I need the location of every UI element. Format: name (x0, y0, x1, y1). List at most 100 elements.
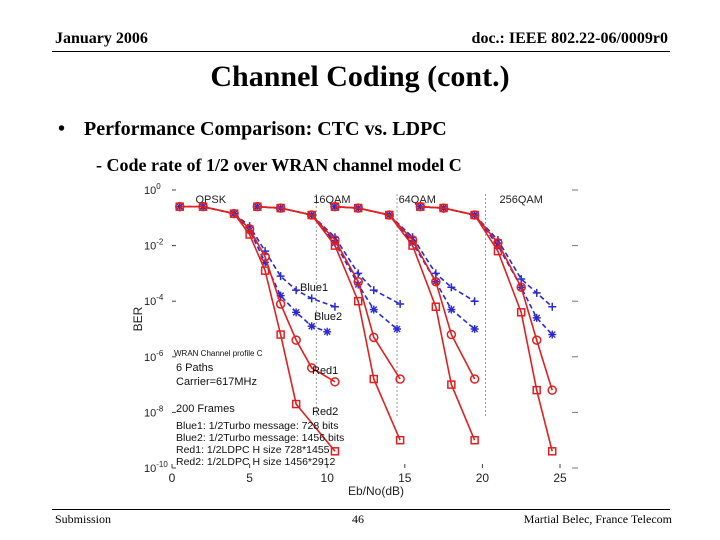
data-point-star (261, 258, 270, 267)
x-axis-label: Eb/No(dB) (348, 484, 404, 498)
data-point-square (431, 302, 441, 312)
data-point-circle (547, 385, 557, 395)
data-point-plus (330, 302, 339, 311)
data-point-circle (369, 332, 379, 343)
data-point-square (245, 230, 254, 239)
data-point-plus (470, 297, 479, 306)
header-rule (52, 51, 670, 52)
data-point-square (470, 210, 479, 220)
data-point-circle (353, 276, 363, 287)
data-point-square (547, 447, 557, 456)
data-point-star (307, 322, 316, 331)
data-point-square (330, 447, 340, 456)
bullet-item: • Performance Comparison: CTC vs. LDPC (58, 118, 447, 141)
data-point-plus (369, 286, 378, 295)
inset-title: WRAN Channel profile C (174, 349, 263, 358)
data-point-square (395, 435, 405, 445)
data-point-star (447, 305, 456, 314)
data-point-star (369, 305, 378, 314)
data-point-square (516, 308, 526, 317)
data-point-square (175, 202, 185, 211)
x-tick-label: 10 (321, 471, 335, 485)
data-point-plus (517, 274, 526, 283)
data-point-square (253, 202, 262, 211)
data-point-star (330, 202, 339, 211)
data-point-square (353, 296, 363, 306)
data-point-circle (306, 363, 317, 373)
x-tick-label: 15 (398, 471, 412, 485)
data-point-square (353, 203, 363, 213)
data-point-star (532, 313, 541, 322)
data-point-circle (516, 282, 526, 293)
data-point-square (330, 241, 340, 250)
data-point-square (291, 399, 301, 409)
data-point-plus (396, 299, 405, 308)
data-point-square (470, 435, 479, 445)
series-line-blue2 (420, 205, 553, 336)
data-point-circle (493, 238, 503, 248)
data-point-square (369, 374, 379, 384)
data-point-square (532, 385, 541, 395)
series-line-red2 (334, 205, 476, 441)
series-line-red2 (257, 205, 401, 441)
data-point-star (393, 325, 402, 333)
y-tick-label: 10-2 (144, 238, 164, 253)
legend-entry: Red1: 1/2LDPC H size 728*1455 (176, 444, 330, 456)
series-line-red1 (334, 205, 476, 380)
header-doc-id: doc.: IEEE 802.22-06/0009r0 (471, 30, 668, 47)
data-point-square (307, 210, 316, 220)
series-line-blue1 (257, 205, 401, 305)
data-point-circle (291, 335, 301, 345)
data-point-plus (292, 286, 301, 295)
footer-rule (52, 509, 670, 510)
data-point-square (385, 210, 394, 220)
data-point-square (276, 330, 285, 339)
data-point-star (470, 325, 479, 333)
curve-label: Red1 (312, 365, 338, 377)
curve-label: Blue1 (300, 282, 328, 294)
series-line-blue2 (334, 205, 476, 330)
bullet-text: Performance Comparison: CTC vs. LDPC (84, 118, 447, 140)
modulation-label: 256QAM (499, 194, 542, 206)
series-line-blue1 (420, 205, 553, 308)
slide-title: Channel Coding (cont.) (210, 60, 510, 93)
y-axis-label: BER (131, 306, 145, 331)
x-tick-label: 5 (246, 471, 253, 485)
footer-submission: Submission (55, 512, 112, 526)
modulation-label: 16QAM (313, 194, 350, 206)
data-point-star (292, 308, 301, 317)
data-point-circle (330, 377, 340, 387)
data-point-circle (531, 335, 542, 345)
footer-author: Martial Belec, France Telecom (523, 512, 672, 526)
data-point-square (408, 241, 417, 250)
y-tick-label: 10-10 (144, 460, 168, 475)
data-point-plus (354, 269, 363, 278)
data-point-star (548, 330, 557, 339)
data-point-star (253, 202, 262, 211)
data-point-plus (307, 294, 316, 303)
data-point-star (175, 202, 184, 211)
data-point-circle (275, 299, 286, 309)
series-line-red2 (179, 205, 336, 452)
data-point-plus (532, 288, 541, 297)
data-point-plus (447, 283, 456, 292)
data-point-circle (469, 374, 480, 384)
y-tick-label: 10-8 (144, 404, 164, 419)
data-point-square (416, 202, 425, 211)
data-point-square (447, 380, 456, 389)
data-point-square (330, 202, 340, 211)
data-point-square (260, 266, 270, 275)
data-point-square (439, 203, 448, 213)
x-tick-label: 20 (476, 471, 490, 485)
data-point-circle (395, 374, 405, 384)
data-point-circle (431, 276, 441, 287)
series-line-red2 (420, 205, 553, 452)
header-date: January 2006 (55, 30, 148, 47)
modulation-label: 64QAM (399, 194, 436, 206)
data-point-square (493, 246, 503, 256)
y-tick-label: 10-4 (144, 293, 164, 308)
data-point-plus (431, 269, 440, 278)
data-point-plus (276, 272, 285, 281)
data-point-square (276, 203, 285, 213)
